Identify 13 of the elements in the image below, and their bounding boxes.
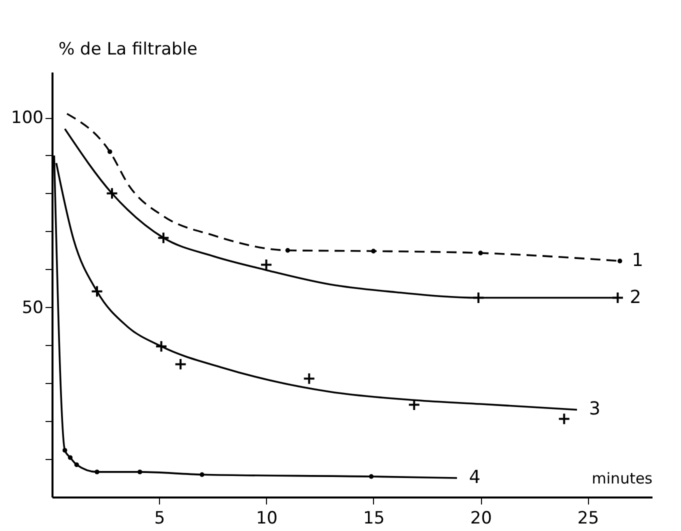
x-tick-label: 25 bbox=[577, 508, 600, 528]
series-label: 2 bbox=[630, 286, 642, 308]
y-axis-title: % de La filtrable bbox=[58, 40, 198, 60]
series-label: 1 bbox=[632, 250, 644, 271]
y-tick-label: 100 bbox=[11, 108, 44, 128]
x-tick-label: 10 bbox=[256, 508, 278, 528]
x-tick-label: 15 bbox=[363, 508, 385, 528]
series-label: 3 bbox=[589, 398, 600, 420]
series-label: 4 bbox=[469, 467, 480, 488]
x-tick-label: 20 bbox=[470, 508, 492, 528]
y-tick-label: 50 bbox=[22, 298, 44, 318]
x-tick-label: 5 bbox=[154, 508, 166, 528]
x-axis-title: minutes bbox=[592, 470, 653, 488]
